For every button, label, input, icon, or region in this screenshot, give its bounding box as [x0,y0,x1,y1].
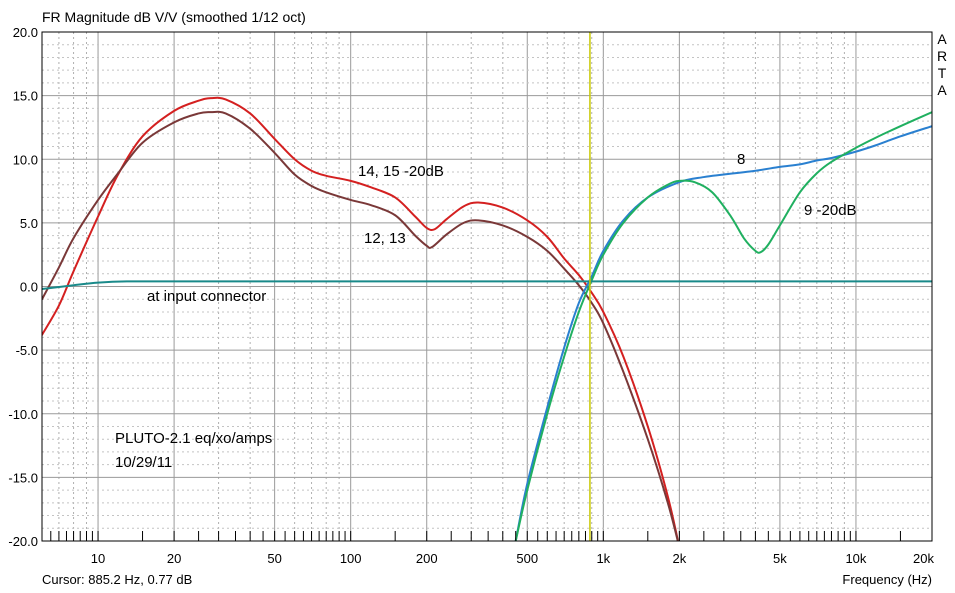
series-line-4 [514,111,932,541]
x-minor-ticks [41,531,933,541]
x-tick-label: 2k [672,551,686,566]
y-tick-label: 15.0 [13,89,38,104]
label-curve-12-13: 12, 13 [364,230,406,247]
x-tick-label: 100 [340,551,362,566]
y-tick-label: 0.0 [20,280,38,295]
x-tick-label: 20 [167,551,181,566]
note-line-2: 10/29/11 [115,454,172,471]
x-tick-label: 500 [516,551,538,566]
x-tick-label: 10k [845,551,866,566]
x-tick-label: 20k [913,551,934,566]
label-curve-9: 9 -20dB [804,202,857,219]
y-tick-label: -10.0 [8,407,38,422]
watermark-letter: A [937,31,947,47]
label-input-connector: at input connector [147,288,266,305]
y-tick-label: 5.0 [20,216,38,231]
series-layer [42,96,932,541]
y-tick-label: -5.0 [16,343,38,358]
label-curve-14-15: 14, 15 -20dB [358,163,444,180]
x-axis-label: Frequency (Hz) [842,572,932,587]
watermark-letter: A [937,82,947,98]
series-line-3 [514,125,932,541]
watermark-letter: R [937,48,947,64]
x-tick-label: 5k [773,551,787,566]
series-line-1 [42,96,680,541]
y-tick-label: -20.0 [8,534,38,549]
label-curve-8: 8 [737,151,745,168]
x-tick-label: 1k [596,551,610,566]
chart-title: FR Magnitude dB V/V (smoothed 1/12 oct) [42,9,306,25]
x-tick-label: 200 [416,551,438,566]
x-tick-label: 10 [91,551,105,566]
x-tick-labels: 10 20 50 100 200 500 1k 2k 5k 10k 20k [91,551,935,566]
watermark-letter: T [938,65,947,81]
cursor-readout: Cursor: 885.2 Hz, 0.77 dB [42,572,192,587]
y-tick-label: -15.0 [8,470,38,485]
y-tick-label: 10.0 [13,152,38,167]
y-tick-labels: -20.0 -15.0 -10.0 -5.0 0.0 5.0 10.0 15.0 20.0 [8,25,38,549]
series-line-5 [42,280,932,291]
note-line-1: PLUTO-2.1 eq/xo/amps [115,430,272,447]
y-tick-label: 20.0 [13,25,38,40]
plot-frame [41,31,933,542]
x-tick-label: 50 [267,551,281,566]
